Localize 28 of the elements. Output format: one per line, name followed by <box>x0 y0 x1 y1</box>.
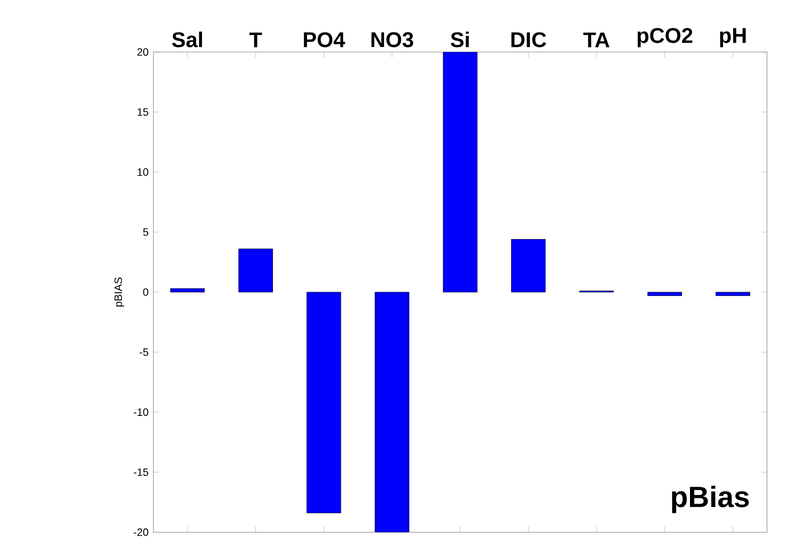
bar <box>442 52 478 292</box>
y-tick-label: -15 <box>134 468 148 476</box>
x-tick-label: PO4 <box>304 32 346 48</box>
x-tick-label: Si <box>450 32 469 48</box>
y-tick-label: -20 <box>134 528 148 536</box>
x-tick-label: T <box>249 32 262 48</box>
y-tick-label: 15 <box>138 108 148 116</box>
x-tick-label: Sal <box>172 32 202 48</box>
x-tick-label: DIC <box>511 32 546 48</box>
x-tick-label: pH <box>720 28 746 48</box>
bar <box>647 292 682 296</box>
y-tick-label: 0 <box>143 288 148 296</box>
y-tick-label: 5 <box>143 228 148 236</box>
x-tick-label: NO3 <box>372 32 414 48</box>
bar <box>511 238 546 292</box>
y-tick-label: 10 <box>138 168 148 176</box>
y-axis-title: pBIAS <box>114 277 124 306</box>
bar <box>716 292 750 296</box>
bar <box>238 248 273 292</box>
x-tick-label: pCO2 <box>638 28 692 48</box>
x-tick-label: TA <box>583 32 610 48</box>
bar <box>374 292 410 532</box>
annotation: pBias <box>672 486 749 513</box>
y-tick-label: 20 <box>137 48 148 56</box>
y-tick-label: -5 <box>140 348 148 356</box>
y-tick-label: -10 <box>134 408 148 416</box>
bar <box>306 292 342 514</box>
bar <box>170 288 205 292</box>
